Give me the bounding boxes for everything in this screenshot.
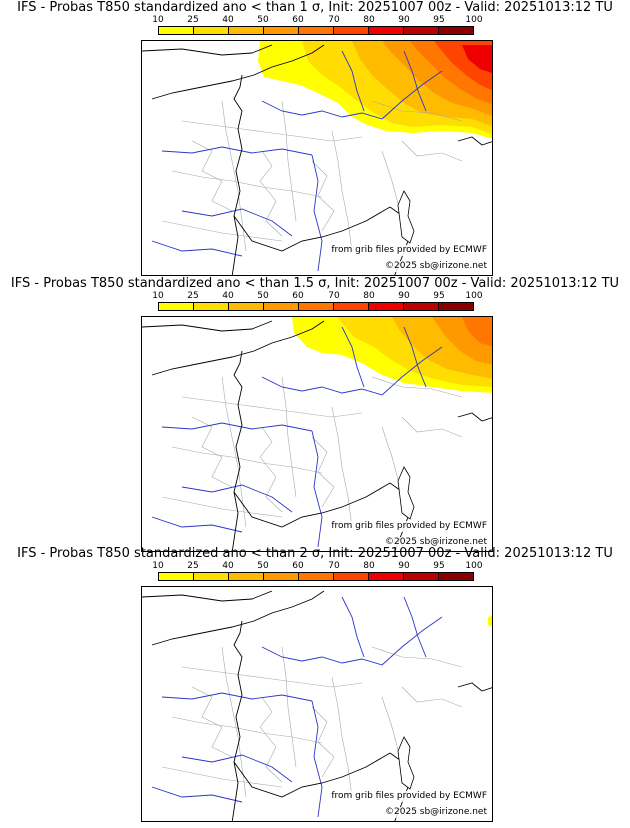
scale-label: 50 (257, 15, 269, 25)
scale-label: 40 (222, 15, 234, 25)
corsica-island (397, 190, 415, 244)
scale-label: 70 (328, 15, 340, 25)
rivers (151, 50, 443, 272)
data-source-credit: from grib files provided by ECMWF (331, 791, 487, 802)
colorbar-swatch-6 (334, 27, 369, 34)
colorbar-swatch-1 (159, 27, 194, 34)
colorbar-swatch-8 (404, 27, 439, 34)
scale-label: 90 (398, 291, 410, 301)
copyright-credit: ©2025 sb@irizone.net (385, 261, 487, 272)
colorbar-swatch-2 (194, 573, 229, 580)
panel-3: IFS - Probas T850 standardized ano < tha… (0, 546, 630, 822)
colorbar-swatch-9 (439, 573, 473, 580)
colorbar-swatch-1 (159, 303, 194, 310)
colorbar-swatch-5 (299, 303, 334, 310)
panel-title: IFS - Probas T850 standardized ano < tha… (10, 276, 620, 291)
scale-label: 70 (328, 291, 340, 301)
colorbar-swatch-4 (264, 303, 299, 310)
panel-title: IFS - Probas T850 standardized ano < tha… (17, 546, 613, 561)
scale-labels: 10 25 40 50 60 70 80 90 95 100 (141, 15, 493, 26)
data-source-credit: from grib files provided by ECMWF (331, 521, 487, 532)
probability-map: from grib files provided by ECMWF ©2025 … (141, 586, 493, 822)
scale-label: 80 (363, 15, 375, 25)
colorbar-swatch-1 (159, 573, 194, 580)
colorbar-swatch-4 (264, 27, 299, 34)
scale-label: 50 (257, 291, 269, 301)
map-canvas (142, 317, 492, 551)
corsica-island (397, 736, 415, 790)
colorbar-swatch-7 (369, 573, 404, 580)
colorbar-swatch-3 (229, 303, 264, 310)
copyright-credit: ©2025 sb@irizone.net (385, 537, 487, 548)
colorbar-swatch-6 (334, 573, 369, 580)
scale-label: 90 (398, 15, 410, 25)
scale-label: 25 (187, 291, 199, 301)
scale-label: 40 (222, 291, 234, 301)
scale-label: 95 (433, 561, 445, 571)
colorbar-swatch-2 (194, 303, 229, 310)
colorbar-swatch-3 (229, 27, 264, 34)
colorbar-swatch-5 (299, 27, 334, 34)
panel-title: IFS - Probas T850 standardized ano < tha… (17, 0, 613, 15)
colorbar-swatch-4 (264, 573, 299, 580)
scale-labels: 10 25 40 50 60 70 80 90 95 100 (141, 561, 493, 572)
probability-map: from grib files provided by ECMWF ©2025 … (141, 316, 493, 552)
probability-area-80 (462, 45, 492, 73)
colorbar-swatch-9 (439, 27, 473, 34)
scale-label: 10 (152, 561, 164, 571)
corsica-island (397, 466, 415, 520)
colorbar-swatch-6 (334, 303, 369, 310)
scale-label: 25 (187, 561, 199, 571)
probability-area-60 (462, 317, 492, 347)
colorbar-swatch-8 (404, 303, 439, 310)
panel-1: IFS - Probas T850 standardized ano < tha… (0, 0, 630, 276)
colorbar-swatch-5 (299, 573, 334, 580)
scale-label: 10 (152, 291, 164, 301)
colorbar-swatch-8 (404, 573, 439, 580)
probability-map: from grib files provided by ECMWF ©2025 … (141, 40, 493, 276)
scale-label: 10 (152, 15, 164, 25)
probability-colorbar (158, 26, 474, 35)
scale-label: 100 (465, 15, 483, 25)
scale-label: 95 (433, 291, 445, 301)
scale-label: 60 (292, 15, 304, 25)
scale-label: 60 (292, 561, 304, 571)
colorbar-swatch-7 (369, 27, 404, 34)
scale-label: 100 (465, 561, 483, 571)
coastline (142, 590, 492, 821)
map-canvas (142, 41, 492, 275)
colorbar-swatch-3 (229, 573, 264, 580)
scale-label: 40 (222, 561, 234, 571)
admin-borders (161, 376, 463, 528)
rivers (151, 596, 443, 818)
scale-label: 80 (363, 291, 375, 301)
admin-borders (161, 646, 463, 798)
scale-label: 100 (465, 291, 483, 301)
scale-label: 60 (292, 291, 304, 301)
scale-label: 25 (187, 15, 199, 25)
data-source-credit: from grib files provided by ECMWF (331, 245, 487, 256)
scale-labels: 10 25 40 50 60 70 80 90 95 100 (141, 291, 493, 302)
panel-2: IFS - Probas T850 standardized ano < tha… (0, 276, 630, 552)
probability-colorbar (158, 572, 474, 581)
colorbar-swatch-7 (369, 303, 404, 310)
colorbar-swatch-9 (439, 303, 473, 310)
scale-label: 95 (433, 15, 445, 25)
scale-label: 80 (363, 561, 375, 571)
rivers (151, 326, 443, 548)
copyright-credit: ©2025 sb@irizone.net (385, 807, 487, 818)
scale-label: 70 (328, 561, 340, 571)
colorbar-swatch-2 (194, 27, 229, 34)
map-canvas (142, 590, 492, 821)
probability-colorbar (158, 302, 474, 311)
probability-area-10 (488, 615, 492, 627)
scale-label: 90 (398, 561, 410, 571)
scale-label: 50 (257, 561, 269, 571)
